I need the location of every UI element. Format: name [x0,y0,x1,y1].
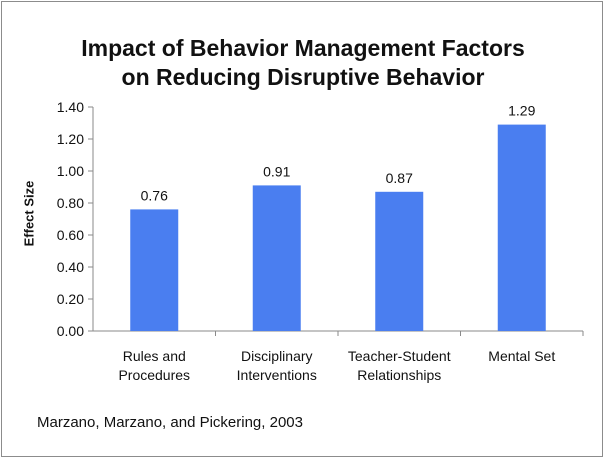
bar [252,185,301,331]
y-tick-label: 0.80 [57,195,84,211]
bar-value-label: 0.76 [141,187,168,203]
y-tick-label: 1.00 [57,163,84,179]
bar [375,191,424,331]
source-citation: Marzano, Marzano, and Pickering, 2003 [37,414,303,431]
y-tick-label: 1.40 [57,99,84,115]
x-category-label: Disciplinary [241,348,313,364]
x-category-label: Mental Set [488,348,555,364]
bar [130,209,179,331]
bar-value-label: 0.87 [386,170,413,186]
y-tick-label: 0.40 [57,259,84,275]
y-tick-label: 0.00 [57,323,84,339]
x-category-label: Relationships [357,367,441,383]
bar [497,124,546,331]
x-category-label: Rules and [123,348,186,364]
y-tick-label: 0.60 [57,227,84,243]
x-category-label: Procedures [118,367,190,383]
y-tick-label: 0.20 [57,291,84,307]
chart-title-line-2: on Reducing Disruptive Behavior [121,64,485,90]
x-category-label: Interventions [237,367,317,383]
bar-value-label: 0.91 [263,163,290,179]
bar-value-label: 1.29 [508,103,535,119]
chart-title-line-1: Impact of Behavior Management Factors [81,35,525,61]
x-category-label: Teacher-Student [348,348,451,364]
y-tick-label: 1.20 [57,131,84,147]
